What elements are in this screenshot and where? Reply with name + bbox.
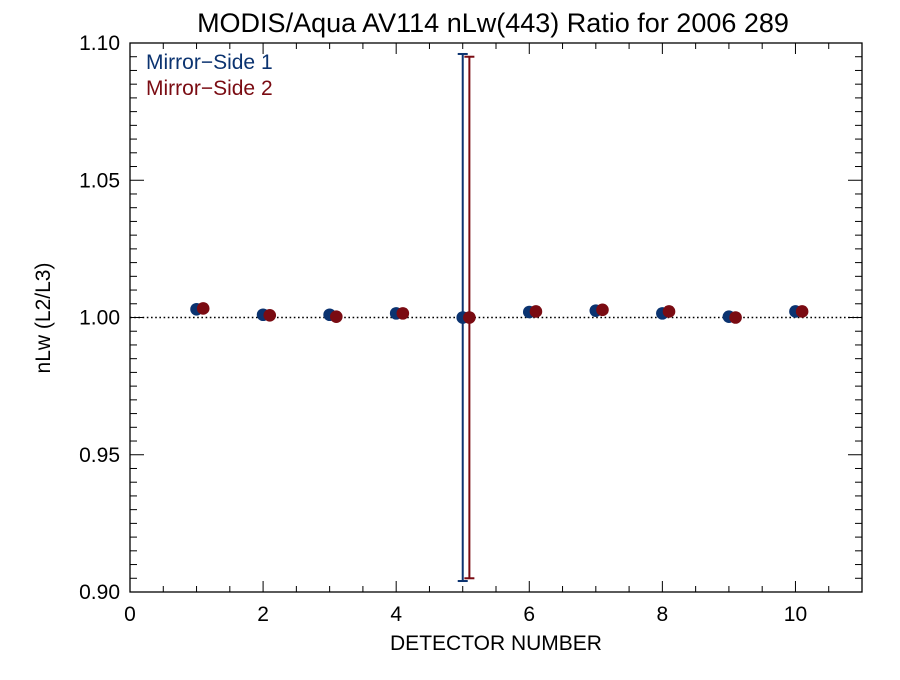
data-point-series-2 (263, 309, 277, 322)
data-point-series-2 (196, 302, 210, 315)
data-point-series-2 (396, 307, 410, 320)
data-point-series-2 (795, 305, 809, 318)
x-axis-label: DETECTOR NUMBER (390, 632, 602, 655)
y-tick-label: 1.00 (79, 307, 120, 330)
y-axis-label: nLw (L2/L3) (32, 263, 55, 374)
legend-entry-series-1: Mirror−Side 1 (146, 51, 273, 74)
y-tick-label: 0.95 (79, 444, 120, 467)
x-tick-label: 10 (784, 603, 807, 626)
y-tick-label: 1.10 (79, 32, 120, 55)
legend-entry-series-2: Mirror−Side 2 (146, 77, 273, 100)
data-point-series-2 (529, 305, 543, 318)
x-tick-label: 2 (257, 603, 269, 626)
y-tick-label: 1.05 (79, 169, 120, 192)
x-tick-label: 6 (523, 603, 535, 626)
chart-title: MODIS/Aqua AV114 nLw(443) Ratio for 2006… (197, 8, 789, 38)
data-point-series-2 (662, 305, 676, 318)
data-point-series-2 (463, 311, 476, 324)
y-tick-label: 0.90 (79, 581, 120, 604)
x-tick-label: 4 (390, 603, 402, 626)
data-point-series-2 (596, 303, 609, 317)
data-point-series-2 (329, 310, 343, 323)
x-tick-label: 0 (124, 603, 136, 626)
data-point-series-2 (729, 311, 742, 324)
x-tick-label: 8 (657, 603, 669, 626)
plot-area: 0 2 4 6 8 10 0.90 0.95 1.00 1.05 1.10 Mirror−Side 1… (79, 32, 863, 626)
